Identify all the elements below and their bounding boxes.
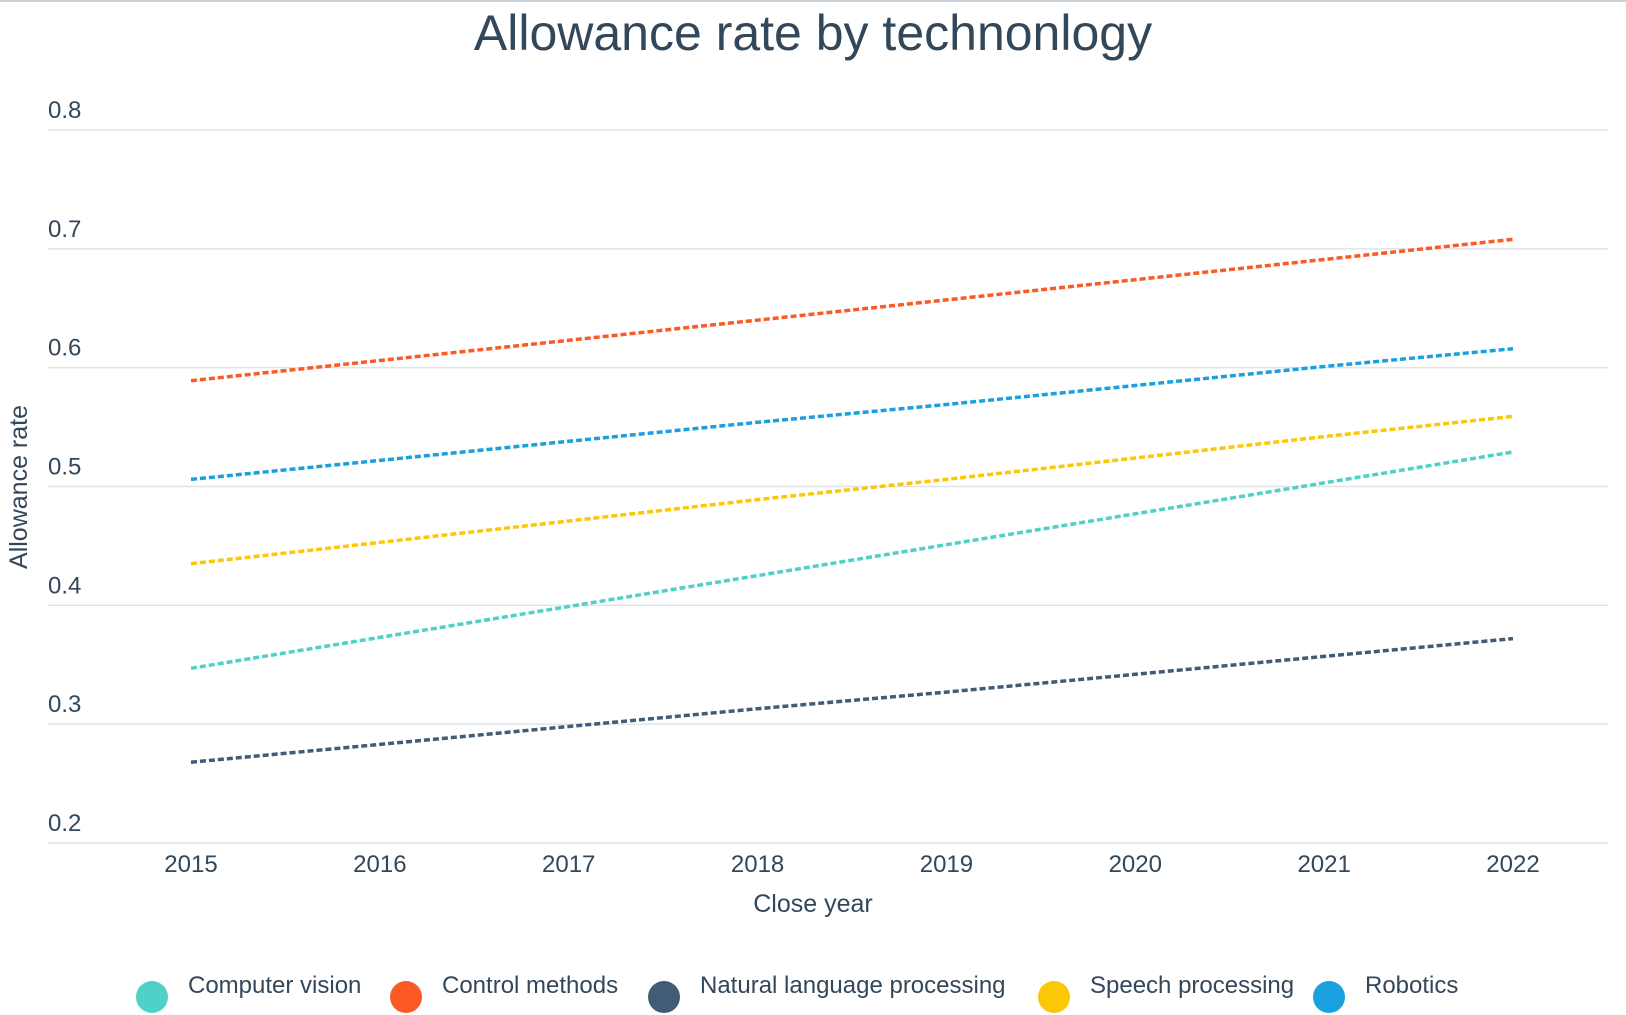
legend-item-computer-vision[interactable]: Computer vision xyxy=(136,972,361,1013)
y-tick-label: 0.7 xyxy=(48,216,81,243)
x-axis-ticks: 2015 2016 2017 2018 2019 2020 2021 2022 xyxy=(164,851,1539,878)
legend-label: Speech processing xyxy=(1090,972,1294,999)
legend: Computer vision Control methods Natural la… xyxy=(136,972,1458,1013)
legend-marker xyxy=(390,981,422,1013)
y-tick-label: 0.3 xyxy=(48,691,81,718)
x-tick-label: 2016 xyxy=(353,851,406,878)
series-line-natural-language-processing xyxy=(190,636,1514,764)
y-tick-label: 0.5 xyxy=(48,454,81,481)
gridlines xyxy=(48,129,1608,844)
x-tick-label: 2017 xyxy=(542,851,595,878)
legend-label: Robotics xyxy=(1365,972,1458,999)
x-tick-label: 2018 xyxy=(731,851,784,878)
x-axis-label: Close year xyxy=(753,890,873,918)
legend-label: Natural language processing xyxy=(700,972,1006,999)
series-line-speech-processing xyxy=(190,414,1514,566)
top-divider xyxy=(0,0,1626,2)
legend-marker xyxy=(648,981,680,1013)
legend-marker xyxy=(136,981,168,1013)
series-line-robotics xyxy=(190,346,1514,482)
legend-marker xyxy=(1038,981,1070,1013)
y-tick-label: 0.6 xyxy=(48,335,81,362)
y-tick-label: 0.4 xyxy=(48,572,81,599)
legend-item-natural-language-processing[interactable]: Natural language processing xyxy=(648,972,1006,1013)
legend-item-control-methods[interactable]: Control methods xyxy=(390,972,618,1013)
x-tick-label: 2020 xyxy=(1109,851,1162,878)
legend-item-robotics[interactable]: Robotics xyxy=(1313,972,1458,1013)
y-axis-ticks: 0.8 0.7 0.6 0.5 0.4 0.3 0.2 xyxy=(48,97,81,837)
series-line-control-methods xyxy=(190,237,1514,383)
legend-label: Control methods xyxy=(442,972,618,999)
legend-item-speech-processing[interactable]: Speech processing xyxy=(1038,972,1294,1013)
y-tick-label: 0.2 xyxy=(48,810,81,837)
y-tick-label: 0.8 xyxy=(48,97,81,124)
series-line-computer-vision xyxy=(190,450,1514,671)
x-tick-label: 2019 xyxy=(920,851,973,878)
legend-marker xyxy=(1313,981,1345,1013)
series-lines xyxy=(190,237,1514,764)
y-axis-label: Allowance rate xyxy=(5,405,33,569)
x-tick-label: 2015 xyxy=(164,851,217,878)
legend-label: Computer vision xyxy=(188,972,361,999)
chart-title: Allowance rate by technonlogy xyxy=(474,5,1152,61)
x-tick-label: 2021 xyxy=(1297,851,1350,878)
x-tick-label: 2022 xyxy=(1486,851,1539,878)
